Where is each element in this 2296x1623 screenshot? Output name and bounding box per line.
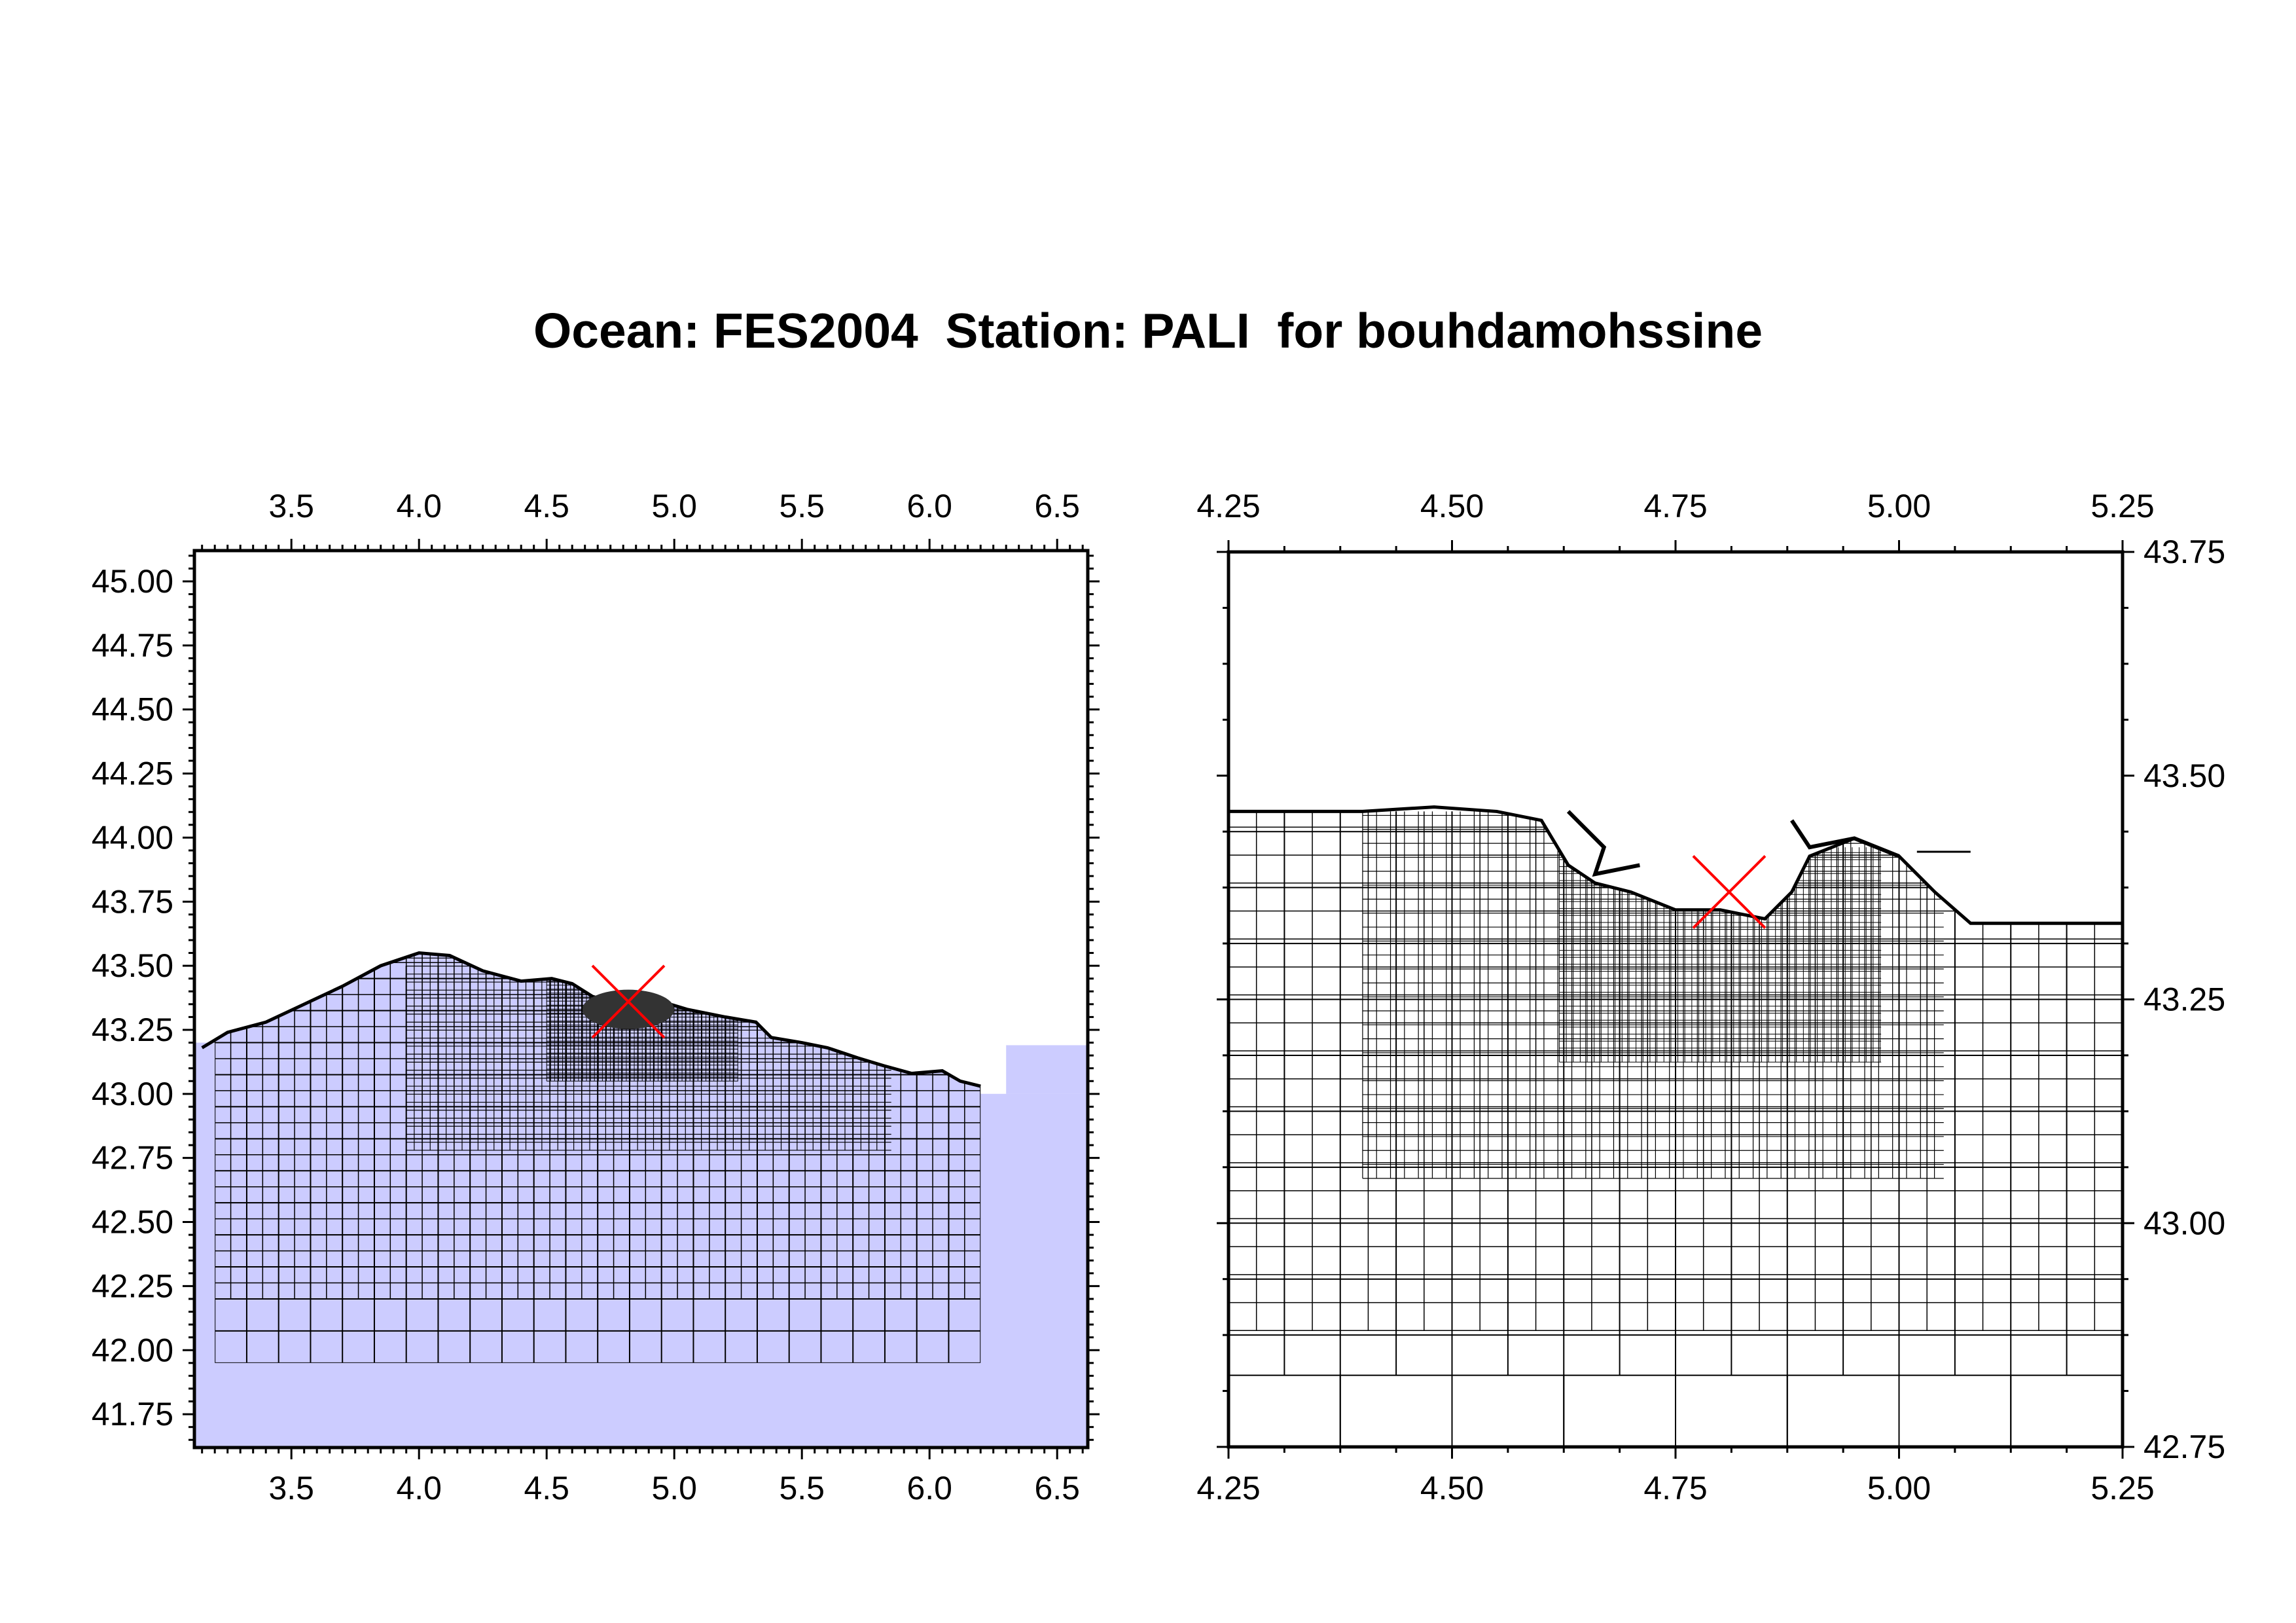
lon-tick-label-bottom: 4.75 (1643, 1470, 1707, 1506)
lon-tick-label-top: 4.25 (1196, 488, 1260, 524)
coastline (1229, 805, 2123, 925)
lat-tick-label: 42.75 (2144, 1429, 2225, 1465)
lon-tick-label-top: 5.00 (1867, 488, 1931, 524)
lon-tick-label-bottom: 4.25 (1196, 1470, 1260, 1506)
lon-tick-label-top: 5.0 (651, 488, 697, 524)
lon-tick-label-top: 3.5 (268, 488, 314, 524)
lon-tick-label-top: 4.50 (1420, 488, 1484, 524)
lon-tick-label-bottom: 5.25 (2090, 1470, 2154, 1506)
lon-tick-label-bottom: 3.5 (268, 1470, 314, 1506)
lon-tick-label-bottom: 4.0 (396, 1470, 442, 1506)
lat-tick-label: 43.75 (2144, 534, 2225, 570)
lon-tick-label-top: 4.0 (396, 488, 442, 524)
lat-tick-label: 43.25 (2144, 981, 2225, 1018)
lat-tick-label: 42.00 (92, 1332, 173, 1368)
station-cross-line (591, 964, 666, 1039)
overview-map[interactable]: 3.5 4.0 4.5 5.0 5.5 6.0 6.5 3.5 4.0 4.5 5.0 5.5 6.0… (92, 488, 1100, 1506)
lat-tick-label: 41.75 (92, 1396, 173, 1432)
lat-tick-label: 42.25 (92, 1267, 173, 1304)
lat-tick-label: 44.25 (92, 756, 173, 792)
station-marker-overview (591, 964, 666, 1039)
lon-tick-label-bottom: 4.5 (524, 1470, 569, 1506)
figure-title: Ocean: FES2004 Station: PALI for bouhdam… (533, 303, 1763, 358)
lon-tick-label-top: 6.0 (906, 488, 952, 524)
lon-tick-label-bottom: 5.00 (1867, 1470, 1931, 1506)
lat-tick-label: 43.25 (92, 1012, 173, 1048)
lon-tick-label-bottom: 6.5 (1034, 1470, 1080, 1506)
lon-tick-label-bottom: 4.50 (1420, 1470, 1484, 1506)
lon-tick-label-top: 4.5 (524, 488, 569, 524)
lat-tick-label: 44.50 (92, 691, 173, 728)
overview-map-frame (192, 549, 1090, 1450)
station-cross-line (1692, 855, 1767, 929)
lat-tick-label: 43.00 (92, 1076, 173, 1112)
dense-mesh-bay (583, 989, 674, 1029)
lat-tick-label: 42.75 (92, 1140, 173, 1176)
lon-tick-label-top: 6.5 (1034, 488, 1080, 524)
lon-tick-label-bottom: 5.0 (651, 1470, 697, 1506)
lat-tick-label: 45.00 (92, 563, 173, 600)
lat-tick-label: 43.75 (92, 883, 173, 920)
lat-tick-label: 43.00 (2144, 1205, 2225, 1241)
lat-tick-label: 42.50 (92, 1204, 173, 1241)
station-marker-zoom (1692, 855, 1767, 929)
lon-tick-label-bottom: 5.5 (779, 1470, 825, 1506)
lon-tick-label-top: 5.5 (779, 488, 825, 524)
lat-tick-label: 43.50 (92, 947, 173, 984)
zoom-map[interactable]: 4.25 4.50 4.75 5.00 5.25 4.25 4.50 4.75 5.00 5.2… (1196, 488, 2225, 1506)
lon-tick-label-top: 5.25 (2090, 488, 2154, 524)
lon-tick-label-top: 4.75 (1643, 488, 1707, 524)
lat-tick-label: 44.75 (92, 627, 173, 664)
lat-tick-label: 44.00 (92, 819, 173, 856)
lon-tick-label-bottom: 6.0 (906, 1470, 952, 1506)
lat-tick-label: 43.50 (2144, 757, 2225, 794)
